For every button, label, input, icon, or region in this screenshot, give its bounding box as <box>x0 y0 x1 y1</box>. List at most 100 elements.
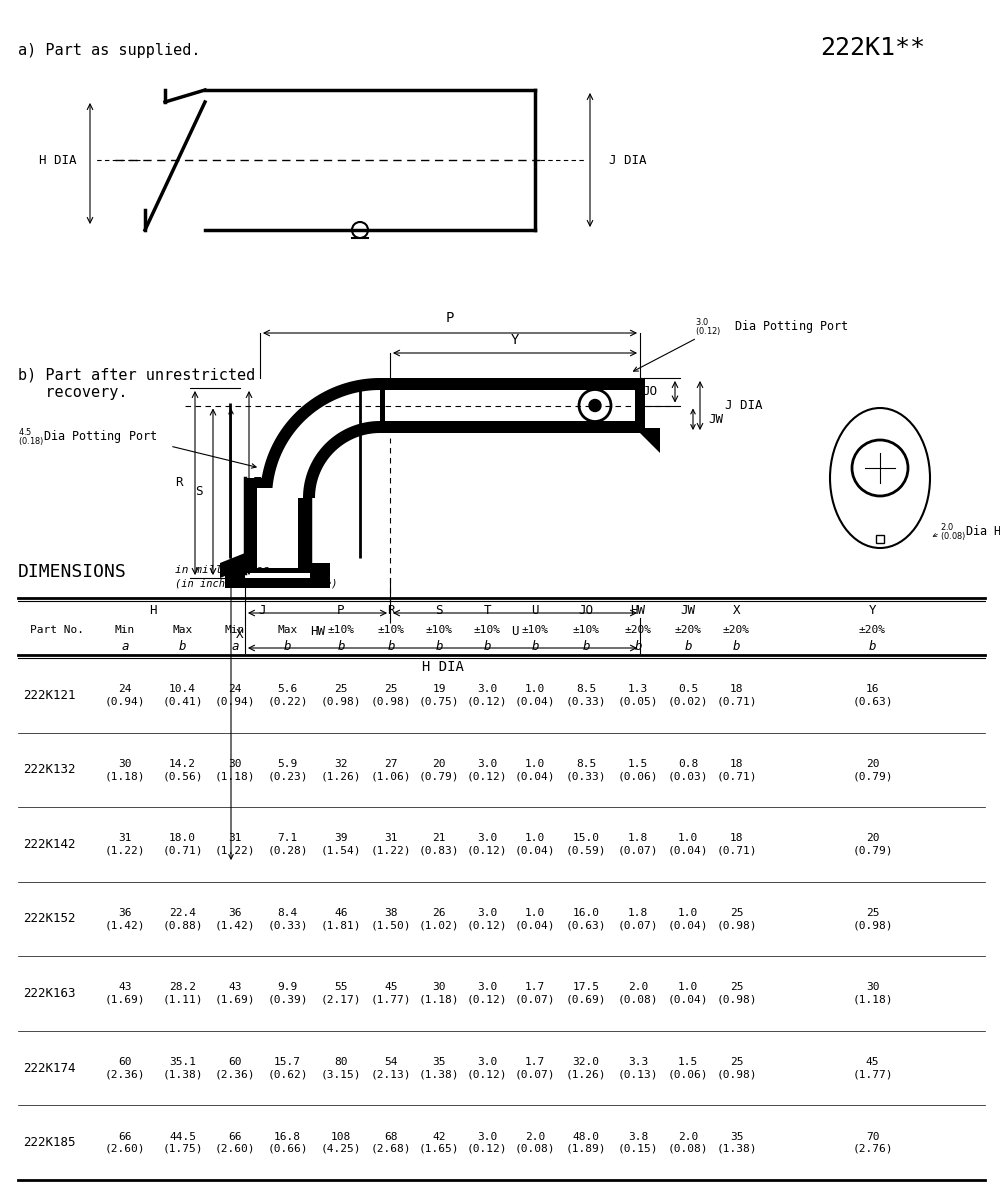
Text: b: b <box>337 641 345 653</box>
Text: 22.4
(0.88): 22.4 (0.88) <box>162 908 203 930</box>
Text: b: b <box>531 641 539 653</box>
Text: J DIA: J DIA <box>725 399 763 412</box>
Text: 5.6
(0.22): 5.6 (0.22) <box>267 684 308 707</box>
Text: 21
(0.83): 21 (0.83) <box>419 834 459 855</box>
Text: 48.0
(1.89): 48.0 (1.89) <box>566 1132 606 1154</box>
Text: T: T <box>483 605 491 617</box>
Text: P: P <box>337 605 345 617</box>
Text: 60
(2.36): 60 (2.36) <box>215 1057 255 1079</box>
Text: X: X <box>733 605 740 617</box>
Text: 7.1
(0.28): 7.1 (0.28) <box>267 834 308 855</box>
Text: Min: Min <box>115 625 135 635</box>
Text: 10.4
(0.41): 10.4 (0.41) <box>162 684 203 707</box>
Text: 46
(1.81): 46 (1.81) <box>321 908 361 930</box>
Text: 66
(2.60): 66 (2.60) <box>105 1132 145 1154</box>
Text: 27
(1.06): 27 (1.06) <box>371 758 411 781</box>
Text: ±20%: ±20% <box>674 625 702 635</box>
Text: 68
(2.68): 68 (2.68) <box>371 1132 411 1154</box>
Circle shape <box>579 389 611 422</box>
Text: 60
(2.36): 60 (2.36) <box>105 1057 145 1079</box>
Text: J DIA: J DIA <box>609 153 647 167</box>
Text: 1.0
(0.04): 1.0 (0.04) <box>515 758 555 781</box>
Text: 55
(2.17): 55 (2.17) <box>321 982 361 1005</box>
Text: 19
(0.75): 19 (0.75) <box>419 684 459 707</box>
Text: 15.7
(0.62): 15.7 (0.62) <box>267 1057 308 1079</box>
Text: b: b <box>435 641 443 653</box>
Text: 39
(1.54): 39 (1.54) <box>321 834 361 855</box>
Text: 18
(0.71): 18 (0.71) <box>716 684 757 707</box>
Polygon shape <box>272 391 380 498</box>
Text: Max: Max <box>277 625 298 635</box>
Text: HW: HW <box>310 625 325 639</box>
Text: 3.3
(0.13): 3.3 (0.13) <box>618 1057 658 1079</box>
Text: 8.4
(0.33): 8.4 (0.33) <box>267 908 308 930</box>
Text: b: b <box>387 641 395 653</box>
Text: 1.3
(0.05): 1.3 (0.05) <box>618 684 658 707</box>
Text: ±10%: ±10% <box>378 625 404 635</box>
Text: 24
(0.94): 24 (0.94) <box>215 684 255 707</box>
Text: H DIA: H DIA <box>422 660 463 674</box>
Text: 3.0
(0.12): 3.0 (0.12) <box>467 1057 507 1079</box>
Text: 70
(2.76): 70 (2.76) <box>852 1132 893 1154</box>
Text: 80
(3.15): 80 (3.15) <box>321 1057 361 1079</box>
Text: 45
(1.77): 45 (1.77) <box>371 982 411 1005</box>
Text: 0.8
(0.03): 0.8 (0.03) <box>668 758 708 781</box>
Text: 0.5
(0.02): 0.5 (0.02) <box>668 684 708 707</box>
Text: 31
(1.22): 31 (1.22) <box>371 834 411 855</box>
Text: Part No.: Part No. <box>30 625 84 635</box>
Text: 16.8
(0.66): 16.8 (0.66) <box>267 1132 308 1154</box>
Text: 14.2
(0.56): 14.2 (0.56) <box>162 758 203 781</box>
Text: 18
(0.71): 18 (0.71) <box>716 834 757 855</box>
Text: ±10%: ±10% <box>474 625 501 635</box>
Text: b: b <box>179 641 186 653</box>
Polygon shape <box>380 379 640 432</box>
Text: ±10%: ±10% <box>328 625 354 635</box>
Text: 222K142: 222K142 <box>23 837 76 851</box>
Text: JW: JW <box>680 605 696 617</box>
Text: J: J <box>259 605 266 617</box>
Text: b: b <box>483 641 491 653</box>
Text: 35.1
(1.38): 35.1 (1.38) <box>162 1057 203 1079</box>
Text: 222K121: 222K121 <box>23 689 76 702</box>
Text: 26
(1.02): 26 (1.02) <box>419 908 459 930</box>
Text: 2.0
(0.08): 2.0 (0.08) <box>515 1132 555 1154</box>
Text: $^{3.0}_{(0.12)}$  Dia Potting Port: $^{3.0}_{(0.12)}$ Dia Potting Port <box>695 317 848 339</box>
Text: 20
(0.79): 20 (0.79) <box>419 758 459 781</box>
Text: 222K185: 222K185 <box>23 1136 76 1149</box>
Bar <box>876 536 884 543</box>
Text: 35
(1.38): 35 (1.38) <box>716 1132 757 1154</box>
Text: DIMENSIONS: DIMENSIONS <box>18 563 127 581</box>
Text: 1.8
(0.07): 1.8 (0.07) <box>618 834 658 855</box>
Text: ±10%: ±10% <box>522 625 548 635</box>
Text: 16.0
(0.63): 16.0 (0.63) <box>566 908 606 930</box>
Text: 1.8
(0.07): 1.8 (0.07) <box>618 908 658 930</box>
Text: a: a <box>121 641 129 653</box>
Polygon shape <box>257 488 298 568</box>
Text: 25
(0.98): 25 (0.98) <box>321 684 361 707</box>
Text: P: P <box>446 311 454 325</box>
Text: b) Part after unrestricted
   recovery.: b) Part after unrestricted recovery. <box>18 368 255 400</box>
Text: 9.9
(0.39): 9.9 (0.39) <box>267 982 308 1005</box>
Text: ±20%: ±20% <box>624 625 652 635</box>
Text: 8.5
(0.33): 8.5 (0.33) <box>566 684 606 707</box>
Polygon shape <box>245 478 310 573</box>
Text: JW: JW <box>708 413 723 425</box>
Text: 1.0
(0.04): 1.0 (0.04) <box>515 908 555 930</box>
Polygon shape <box>635 379 645 432</box>
Text: S: S <box>196 485 203 498</box>
Text: 20
(0.79): 20 (0.79) <box>852 834 893 855</box>
Text: 3.0
(0.12): 3.0 (0.12) <box>467 908 507 930</box>
Text: 222K174: 222K174 <box>23 1061 76 1075</box>
Text: JO: JO <box>578 605 594 617</box>
Text: S: S <box>435 605 443 617</box>
Polygon shape <box>640 428 660 453</box>
Text: 20
(0.79): 20 (0.79) <box>852 758 893 781</box>
Text: (in inches, for reference): (in inches, for reference) <box>175 579 338 589</box>
Text: X: X <box>236 628 244 641</box>
Text: 3.8
(0.15): 3.8 (0.15) <box>618 1132 658 1154</box>
Text: 32.0
(1.26): 32.0 (1.26) <box>566 1057 606 1079</box>
Text: 1.0
(0.04): 1.0 (0.04) <box>668 834 708 855</box>
Text: 38
(1.50): 38 (1.50) <box>371 908 411 930</box>
Text: 222K132: 222K132 <box>23 763 76 776</box>
Text: 35
(1.38): 35 (1.38) <box>419 1057 459 1079</box>
